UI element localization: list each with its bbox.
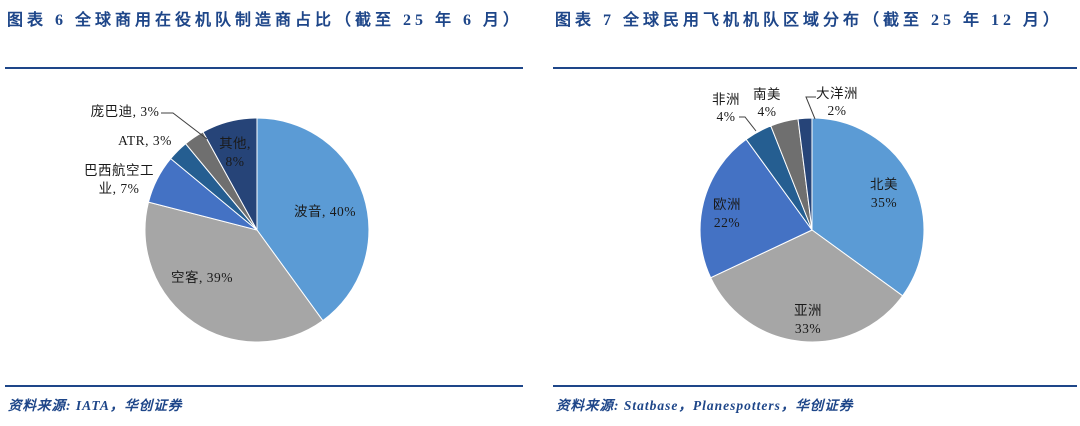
slice-label-1: 亚洲 33% bbox=[794, 303, 822, 336]
figure-6-title: 图表 6 全球商用在役机队制造商占比（截至 25 年 6 月） bbox=[7, 12, 524, 29]
slice-label-4: 南美 4% bbox=[753, 87, 781, 119]
slice-label-5: 其他, 8% bbox=[219, 136, 251, 169]
figure-6-bottom-rule bbox=[5, 385, 523, 387]
figure-7-bottom-rule bbox=[553, 385, 1077, 387]
figure-7-pie-chart: 北美 35% 亚洲 33% 欧洲 22% 非洲 4% 南美 4% 大洋洲 2% bbox=[699, 86, 925, 343]
figure-7: 图表 7 全球民用飞机机队区域分布（截至 25 年 12 月） 北美 35% 亚洲 3… bbox=[553, 0, 1077, 414]
leader-line-4 bbox=[161, 112, 208, 140]
slice-label-4: 庞巴迪, 3% bbox=[91, 104, 160, 119]
figure-6-pie-chart: 波音, 40% 空客, 39% 巴西航空工业, 7% ATR, 3% 庞巴迪, 3% 其他… bbox=[84, 104, 370, 343]
slice-label-0: 波音, 40% bbox=[294, 203, 356, 219]
slice-label-3: 非洲 4% bbox=[712, 92, 740, 124]
pie-slice-5 bbox=[202, 117, 258, 231]
figure-6-source: 资料来源: IATA，华创证券 bbox=[8, 398, 183, 413]
slice-label-1: 空客, 39% bbox=[171, 269, 233, 285]
slice-label-2: 巴西航空工业, 7% bbox=[84, 163, 154, 196]
pie-slice-1 bbox=[144, 201, 324, 343]
slice-label-2: 欧洲 22% bbox=[713, 197, 741, 230]
slice-label-3: ATR, 3% bbox=[118, 133, 172, 148]
pie-slice-5 bbox=[797, 117, 813, 231]
slice-label-0: 北美 35% bbox=[870, 177, 898, 210]
figure-6-top-rule bbox=[5, 67, 523, 69]
slice-label-5: 大洋洲 2% bbox=[816, 86, 858, 118]
pie-slice-1 bbox=[710, 229, 904, 343]
pie-slice-0 bbox=[811, 117, 925, 297]
pie-slice-2 bbox=[699, 138, 813, 279]
figure-7-top-rule bbox=[553, 67, 1077, 69]
figure-6: 图表 6 全球商用在役机队制造商占比（截至 25 年 6 月） 波音, 40% 空… bbox=[5, 0, 523, 414]
leader-line-5 bbox=[805, 96, 816, 120]
figure-7-source: 资料来源: Statbase，Planespotters，华创证券 bbox=[556, 398, 854, 413]
figure-7-title: 图表 7 全球民用飞机机队区域分布（截至 25 年 12 月） bbox=[555, 12, 1064, 29]
leader-line-3 bbox=[739, 116, 757, 132]
pie-slice-0 bbox=[256, 117, 370, 322]
